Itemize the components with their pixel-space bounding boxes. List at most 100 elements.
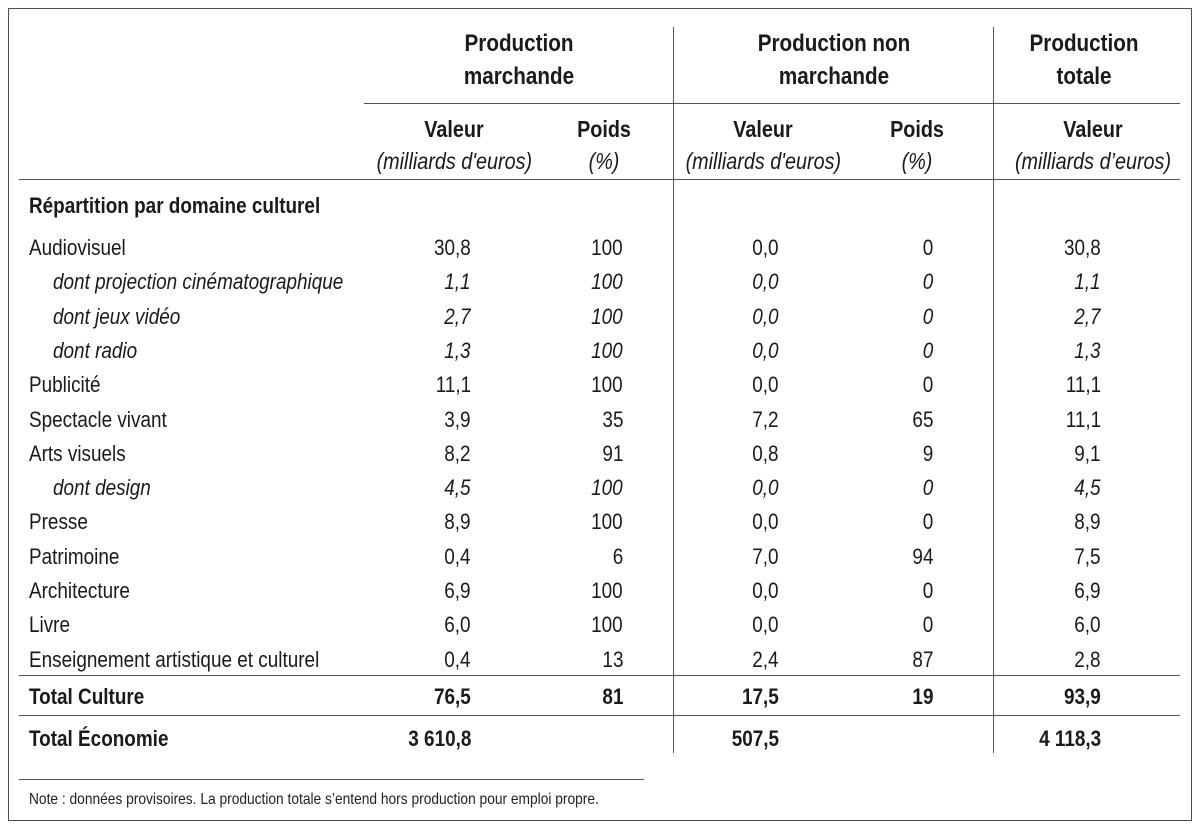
cell-np: 0: [922, 475, 933, 501]
cell-mv: 1,3: [444, 337, 471, 363]
table-row: Architecture 6,9 100 0,0 0 6,9: [9, 574, 1193, 608]
cell-mv: 6,9: [444, 578, 471, 603]
subheader-valeur-label: Valeur: [424, 116, 484, 142]
cell-nv: 7,0: [752, 543, 779, 569]
table-row: Publicité 11,1 100 0,0 0 11,1: [9, 368, 1193, 402]
subheader-totale-valeur: Valeur (milliards d’euros): [1007, 113, 1179, 177]
cell-np: 0: [922, 612, 933, 638]
header-totale-text: Production totale: [1029, 30, 1139, 90]
cell-nv: 2,4: [752, 646, 779, 672]
table-row: Presse 8,9 100 0,0 0 8,9: [9, 505, 1193, 539]
subheader-valeur-unit: (milliards d'euros): [376, 148, 533, 174]
row-label: Architecture: [29, 578, 130, 603]
cell-tv: 1,1: [1074, 269, 1101, 295]
row-label: Publicité: [29, 372, 101, 398]
subheader-poids-unit: (%): [588, 148, 620, 174]
table-row: Spectacle vivant 3,9 35 7,2 65 11,1: [9, 403, 1193, 437]
subheader-valeur-label: Valeur: [733, 116, 793, 142]
subheader-poids-label: Poids: [577, 116, 631, 142]
table-row: Arts visuels 8,2 91 0,8 9 9,1: [9, 437, 1193, 471]
table-row: dont projection cinématographique 1,1 100 0…: [9, 265, 1193, 299]
subheader-marchande-poids: Poids (%): [570, 113, 639, 177]
cell-tv: 8,9: [1074, 509, 1101, 535]
cell-np: 0: [922, 269, 933, 295]
row-label: Arts visuels: [29, 440, 126, 466]
cell-nv: 0,0: [752, 372, 779, 398]
total-economie-divider: [19, 715, 1180, 716]
cell-nv: 0,0: [752, 235, 779, 260]
subheader-poids-label: Poids: [890, 116, 944, 142]
cell-tv: 6,0: [1074, 612, 1101, 638]
cell-mv: 76,5: [434, 684, 471, 709]
header-production-marchande: Production marchande: [390, 27, 648, 93]
cell-mv: 1,1: [444, 269, 471, 295]
separator-marchande-non-marchande: [673, 27, 674, 753]
row-label: dont design: [53, 475, 151, 501]
cell-nv: 0,0: [752, 612, 779, 638]
table-row: Livre 6,0 100 0,0 0 6,0: [9, 608, 1193, 642]
cell-mv: 6,0: [444, 612, 471, 638]
subheader-divider: [19, 179, 1180, 180]
cell-tv: 7,5: [1074, 543, 1101, 569]
cell-nv: 0,0: [752, 337, 779, 363]
row-label: Patrimoine: [29, 543, 120, 569]
cell-tv: 4 118,3: [1038, 726, 1101, 751]
separator-non-marchande-totale: [993, 27, 994, 753]
cell-mp: 13: [601, 646, 623, 672]
subheader-marchande-valeur: Valeur (milliards d'euros): [377, 113, 532, 177]
header-production-totale: Production totale: [1011, 27, 1157, 93]
cell-tv: 2,7: [1074, 303, 1101, 329]
row-label: Audiovisuel: [29, 235, 126, 260]
cell-nv: 0,0: [752, 475, 779, 501]
table-row: Patrimoine 0,4 6 7,0 94 7,5: [9, 540, 1193, 574]
table-row: Enseignement artistique et culturel 0,4 13…: [9, 643, 1193, 677]
cell-tv: 93,9: [1064, 684, 1101, 709]
cell-mv: 4,5: [444, 475, 471, 501]
cell-mp: 91: [601, 440, 623, 466]
cell-mp: 100: [591, 372, 623, 398]
cell-np: 9: [922, 440, 933, 466]
cell-mv: 3,9: [444, 406, 471, 432]
cell-mp: 100: [591, 303, 623, 329]
subheader-poids-unit: (%): [901, 148, 933, 174]
cell-mp: 100: [591, 509, 623, 535]
cell-np: 0: [922, 509, 933, 535]
cell-tv: 2,8: [1074, 646, 1101, 672]
cell-mv: 2,7: [444, 303, 471, 329]
cell-nv: 0,0: [752, 578, 779, 603]
cell-tv: 11,1: [1065, 372, 1101, 398]
table-row: dont radio 1,3 100 0,0 0 1,3: [9, 334, 1193, 368]
cell-np: 94: [911, 543, 933, 569]
cell-nv: 0,0: [752, 269, 779, 295]
row-label: dont radio: [53, 337, 138, 363]
cell-np: 87: [911, 646, 933, 672]
cell-tv: 9,1: [1074, 440, 1101, 466]
cell-mv: 3 610,8: [407, 726, 471, 751]
cell-np: 0: [922, 235, 933, 260]
cell-mp: 35: [601, 406, 623, 432]
header-non-marchande-text: Production non marchande: [757, 30, 911, 90]
total-row: Total Économie 3 610,8 507,5 4 118,3: [9, 722, 1193, 756]
subheader-non-marchande-valeur: Valeur (milliards d'euros): [686, 113, 841, 177]
cell-nv: 0,0: [752, 303, 779, 329]
table-row: Audiovisuel 30,8 100 0,0 0 30,8: [9, 231, 1193, 265]
row-label: Total Culture: [29, 684, 145, 709]
cell-mp: 100: [591, 475, 623, 501]
cell-mv: 30,8: [434, 235, 471, 260]
cell-np: 0: [922, 578, 933, 603]
cell-mv: 8,2: [444, 440, 471, 466]
subheader-valeur-label: Valeur: [1063, 116, 1123, 142]
cell-mp: 100: [591, 269, 623, 295]
subheader-valeur-unit: (milliards d’euros): [1014, 148, 1172, 174]
subheader-valeur-unit: (milliards d'euros): [685, 148, 842, 174]
table-row: dont design 4,5 100 0,0 0 4,5: [9, 471, 1193, 505]
cell-tv: 30,8: [1064, 235, 1101, 260]
header-marchande-text: Production marchande: [463, 30, 575, 90]
cell-np: 0: [922, 337, 933, 363]
cell-mp: 6: [612, 543, 623, 569]
row-label: Total Économie: [29, 726, 169, 751]
cell-np: 0: [922, 303, 933, 329]
cell-tv: 6,9: [1074, 578, 1101, 603]
row-label: Presse: [29, 509, 88, 535]
cell-mp: 100: [591, 337, 623, 363]
